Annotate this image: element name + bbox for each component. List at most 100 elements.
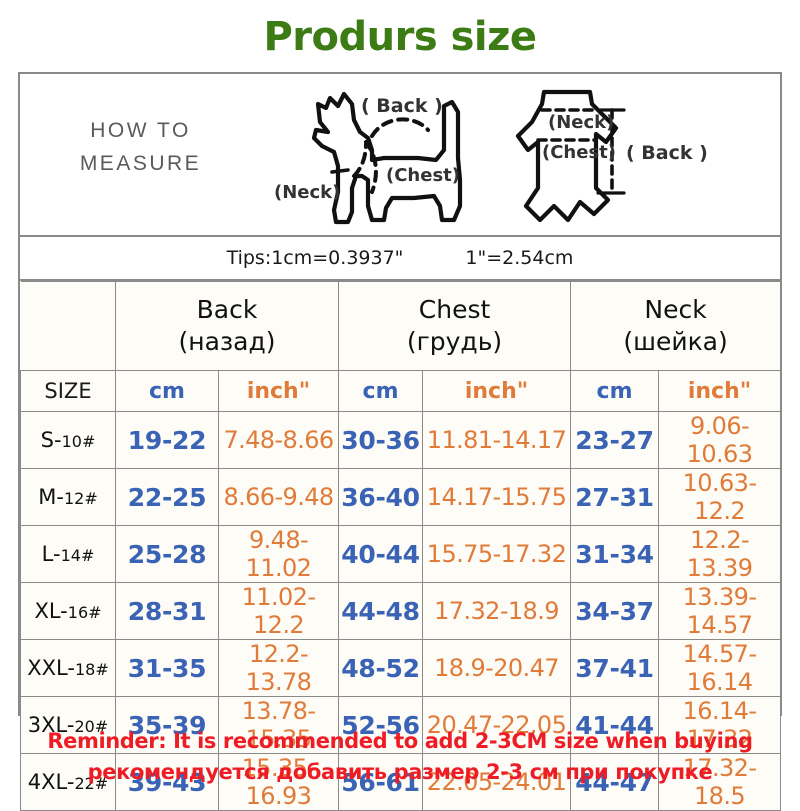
cell-size: XL-16# [20, 582, 116, 640]
cell-neck-inch: 9.06-10.63 [658, 411, 782, 469]
subheader-back-cm: cm [115, 370, 219, 412]
cell-back-cm: 19-22 [115, 411, 219, 469]
table-row: L-14# 25-28 9.48-11.02 40-44 15.75-17.32 31-3… [20, 525, 782, 583]
cell-chest-inch: 18.9-20.47 [422, 639, 572, 697]
size-number: 18# [74, 660, 109, 679]
cell-neck-cm: 31-34 [570, 525, 660, 583]
cell-neck-inch: 14.57-16.14 [658, 639, 782, 697]
size-prefix: XXL- [27, 656, 75, 680]
table-row: M-12# 22-25 8.66-9.48 36-40 14.17-15.75 27-31… [20, 468, 782, 526]
cell-size: S-10# [20, 411, 116, 469]
cell-chest-cm: 36-40 [338, 468, 424, 526]
group-header-chest: Chest (грудь) [338, 281, 572, 371]
cell-neck-inch: 13.39-14.57 [658, 582, 782, 640]
cell-neck-cm: 37-41 [570, 639, 660, 697]
cell-chest-cm: 52-56 [338, 696, 424, 754]
reminder-line-en: Reminder: It is recommended to add 2-3CM… [47, 729, 753, 753]
how-to-measure-label: HOW TO MEASURE [79, 119, 202, 175]
cell-neck-cm: 27-31 [570, 468, 660, 526]
size-prefix: M- [38, 485, 64, 509]
cell-back-inch: 13.78-15.35 [217, 696, 340, 754]
cell-chest-inch: 17.32-18.9 [422, 582, 572, 640]
cell-chest-cm: 30-36 [338, 411, 424, 469]
dog-diagram: ( Back ) (Chest) (Neck) [268, 80, 483, 235]
table-row: 3XL-20# 35-39 13.78-15.35 52-56 20.47-22.05 4… [20, 696, 782, 754]
measurements-table: Back (назад) Chest (грудь) Neck (шейка) … [20, 281, 782, 811]
group-header-back: Back (назад) [114, 281, 340, 371]
page-title: Produrs size [263, 14, 537, 60]
cell-size: 3XL-20# [20, 696, 116, 754]
dog-neck-label: (Neck) [274, 182, 340, 203]
measure-diagram-row: HOW TO MEASURE ( Back ) (Chest) [20, 74, 780, 237]
cell-back-cm: 28-31 [115, 582, 219, 640]
cell-chest-inch: 14.17-15.75 [422, 468, 572, 526]
cell-back-inch: 7.48-8.66 [217, 411, 340, 469]
cell-chest-cm: 48-52 [338, 639, 424, 697]
garment-back-label: ( Back ) [626, 142, 708, 164]
table-row: S-10# 19-22 7.48-8.66 30-36 11.81-14.17 23-27… [20, 411, 782, 469]
subheader-neck-inch: inch" [658, 370, 782, 412]
group-header-row: Back (назад) Chest (грудь) Neck (шейка) [20, 281, 782, 371]
size-number: 10# [61, 432, 96, 451]
size-prefix: 3XL- [27, 713, 75, 737]
size-number: 16# [67, 603, 102, 622]
size-prefix: 4XL- [27, 770, 75, 794]
garment-diagram: (Neck) (Chest) ( Back ) [490, 80, 780, 235]
empty-corner-cell [20, 281, 116, 371]
group-neck-ru: (шейка) [623, 327, 728, 356]
cell-neck-inch: 12.2-13.39 [658, 525, 782, 583]
cell-back-inch: 8.66-9.48 [217, 468, 340, 526]
cell-neck-inch: 10.63-12.2 [658, 468, 782, 526]
cell-size: M-12# [20, 468, 116, 526]
size-number: 12# [63, 489, 98, 508]
tips-row: Tips:1cm=0.3937" 1"=2.54cm [20, 237, 780, 281]
group-chest-en: Chest [418, 295, 491, 324]
cell-chest-inch: 15.75-17.32 [422, 525, 572, 583]
cell-back-inch: 12.2-13.78 [217, 639, 340, 697]
cell-back-cm: 35-39 [115, 696, 219, 754]
dog-chest-label: (Chest) [386, 165, 460, 186]
group-back-en: Back [196, 295, 258, 324]
cell-back-cm: 25-28 [115, 525, 219, 583]
cell-chest-cm: 44-48 [338, 582, 424, 640]
cell-chest-cm: 40-44 [338, 525, 424, 583]
cell-neck-cm: 23-27 [570, 411, 660, 469]
cell-back-inch: 11.02-12.2 [217, 582, 340, 640]
tip-inch-to-cm: 1"=2.54cm [465, 247, 574, 269]
subheader-back-inch: inch" [217, 370, 340, 412]
group-chest-ru: (грудь) [406, 327, 503, 356]
size-prefix: S- [40, 428, 62, 452]
table-row: XXL-18# 31-35 12.2-13.78 48-52 18.9-20.47 37-… [20, 639, 782, 697]
group-back-ru: (назад) [178, 327, 276, 356]
cell-back-inch: 9.48-11.02 [217, 525, 340, 583]
tip-cm-to-inch: Tips:1cm=0.3937" [226, 247, 404, 269]
subheader-chest-cm: cm [338, 370, 424, 412]
group-neck-en: Neck [644, 295, 707, 324]
size-number: 14# [60, 546, 95, 565]
size-number: 20# [74, 717, 109, 736]
size-prefix: L- [41, 542, 61, 566]
size-number: 22# [74, 774, 109, 793]
cell-neck-cm: 34-37 [570, 582, 660, 640]
cell-chest-inch: 11.81-14.17 [422, 411, 572, 469]
garment-neck-label: (Neck) [548, 112, 614, 133]
table-row: XL-16# 28-31 11.02-12.2 44-48 17.32-18.9 34-3… [20, 582, 782, 640]
cell-back-cm: 22-25 [115, 468, 219, 526]
cell-neck-cm: 41-44 [570, 696, 660, 754]
subheader-size: SIZE [20, 370, 116, 412]
size-chart-table: HOW TO MEASURE ( Back ) (Chest) [18, 72, 782, 811]
size-prefix: XL- [34, 599, 68, 623]
cell-chest-inch: 20.47-22.05 [422, 696, 572, 754]
group-header-neck: Neck (шейка) [570, 281, 782, 371]
garment-chest-label: (Chest) [542, 142, 616, 163]
subheader-neck-cm: cm [570, 370, 660, 412]
subheader-chest-inch: inch" [422, 370, 572, 412]
cell-size: XXL-18# [20, 639, 116, 697]
cell-size: L-14# [20, 525, 116, 583]
sub-header-row: SIZE cm inch" cm inch" cm inch" [20, 370, 782, 412]
cell-back-cm: 31-35 [115, 639, 219, 697]
reminder-line-ru: рекомендуется добавить размер 2-3 см при… [87, 760, 713, 784]
reminder-note: Reminder: It is recommended to add 2-3CM… [0, 726, 800, 788]
dog-back-label: ( Back ) [361, 95, 443, 117]
